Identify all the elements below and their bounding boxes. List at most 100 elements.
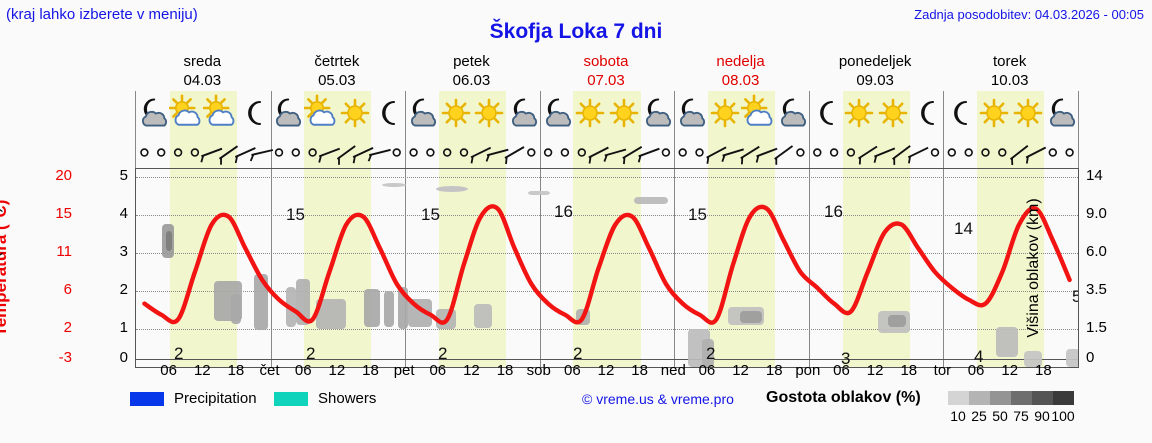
day-name: sreda bbox=[183, 53, 222, 70]
cloud-density-step bbox=[990, 391, 1011, 405]
sun-icon bbox=[607, 93, 641, 137]
day-separator bbox=[943, 91, 945, 139]
precipitation-tick-1: 4 bbox=[119, 205, 128, 222]
page-title: Škofja Loka 7 dni bbox=[489, 20, 663, 43]
showers-swatch bbox=[274, 392, 308, 406]
day-name: torek bbox=[993, 53, 1027, 70]
gridline-horizontal bbox=[136, 177, 1078, 178]
cloud-density-colorbar bbox=[948, 391, 1074, 405]
time-tick-label: 12 bbox=[463, 362, 480, 379]
temperature-min-label: 2 bbox=[174, 344, 184, 363]
day-date: 06.03 bbox=[452, 72, 491, 89]
temperature-min-label: 2 bbox=[573, 344, 583, 363]
day-separator bbox=[808, 169, 810, 367]
precipitation-tick-3: 2 bbox=[119, 281, 128, 298]
day-separator bbox=[943, 169, 945, 367]
sun-icon bbox=[842, 93, 876, 137]
daylight-shade bbox=[707, 169, 776, 367]
sun-icon bbox=[708, 93, 742, 137]
day-date: 07.03 bbox=[587, 72, 625, 89]
moon-icon bbox=[910, 93, 944, 137]
day-separator bbox=[539, 169, 541, 367]
moon-cloud-icon bbox=[270, 93, 304, 137]
day-separator bbox=[405, 139, 407, 168]
temperature-max-label: 15 bbox=[688, 205, 707, 224]
cloud-height-tick-0: 14 bbox=[1086, 167, 1103, 184]
time-tick-label: 12 bbox=[597, 362, 615, 379]
temperature-tick-0: 20 bbox=[55, 167, 72, 184]
moon-cloud-icon bbox=[405, 93, 439, 137]
sun-icon bbox=[472, 93, 506, 137]
sun-icon bbox=[876, 93, 910, 137]
time-tick-label: 18 bbox=[362, 362, 379, 379]
cloud-density-value: 90 bbox=[1034, 408, 1050, 424]
temperature-max-label: 16 bbox=[554, 202, 573, 221]
day-separator bbox=[405, 91, 407, 139]
day-separator bbox=[808, 91, 810, 139]
time-tick-label: sob bbox=[526, 362, 551, 379]
day-name: sobota bbox=[583, 53, 629, 70]
cloud-density-step bbox=[1053, 391, 1074, 405]
wind-barb-row bbox=[135, 139, 1079, 168]
daylight-shade bbox=[304, 169, 372, 367]
cloud-density-value: 50 bbox=[992, 408, 1008, 424]
time-tick-label: 06 bbox=[833, 362, 850, 379]
moon-icon bbox=[809, 93, 843, 137]
day-header-04.03: sreda 04.03 bbox=[135, 52, 270, 90]
temperature-min-label: 3 bbox=[841, 349, 851, 368]
temperature-min-label: 2 bbox=[438, 344, 448, 363]
time-tick-label: pet bbox=[393, 362, 415, 379]
time-tick-label: 18 bbox=[227, 362, 245, 379]
time-tick-label: ned bbox=[660, 362, 686, 379]
day-date: 10.03 bbox=[990, 72, 1029, 89]
cloud-density-step bbox=[1011, 391, 1032, 405]
daylight-shade bbox=[169, 169, 237, 367]
sun-cloud-icon bbox=[169, 93, 203, 137]
day-date: 04.03 bbox=[183, 72, 222, 89]
moon-cloud-icon bbox=[640, 93, 674, 137]
day-separator bbox=[270, 169, 272, 367]
chart-legend: Precipitation Showers © vreme.us & vreme… bbox=[0, 386, 1152, 436]
time-tick-label: 06 bbox=[967, 362, 985, 379]
moon-cloud-icon bbox=[775, 93, 809, 137]
time-tick-label: 18 bbox=[496, 362, 514, 379]
sun-icon bbox=[338, 93, 372, 137]
day-header-06.03: petek 06.03 bbox=[404, 52, 539, 90]
cloud-height-tick-2: 6.0 bbox=[1086, 243, 1107, 260]
gridline-horizontal bbox=[136, 253, 1078, 254]
gridline-horizontal bbox=[136, 215, 1078, 216]
moon-cloud-icon bbox=[1044, 93, 1078, 137]
temperature-min-label: 2 bbox=[706, 344, 716, 363]
time-tick-label: 12 bbox=[866, 362, 884, 379]
time-tick-label: 18 bbox=[900, 362, 918, 379]
time-tick-label: 06 bbox=[564, 362, 581, 379]
gridline-horizontal bbox=[136, 291, 1078, 292]
sun-icon bbox=[573, 93, 607, 137]
precipitation-tick-4: 1 bbox=[119, 319, 128, 336]
moon-icon bbox=[371, 93, 405, 137]
temperature-tick-1: 15 bbox=[55, 205, 72, 222]
temperature-tick-2: 11 bbox=[56, 243, 72, 260]
gridline-horizontal bbox=[136, 329, 1078, 330]
day-separator bbox=[539, 91, 541, 139]
weather-icon-row bbox=[135, 91, 1079, 139]
day-header-08.03: nedelja 08.03 bbox=[673, 52, 808, 90]
temperature-max-label: 14 bbox=[954, 219, 973, 238]
forecast-plot-area: 2152152162152163144165 bbox=[135, 168, 1079, 368]
time-tick-label: tor bbox=[933, 362, 952, 379]
cloud-height-axis-title: Višina oblakov (km) bbox=[1025, 198, 1042, 338]
cloud-density-value: 75 bbox=[1013, 408, 1029, 424]
precipitation-tick-0: 5 bbox=[119, 167, 128, 184]
copyright-label[interactable]: © vreme.us & vreme.pro bbox=[582, 391, 734, 407]
temperature-edge-label: 5 bbox=[1072, 287, 1078, 307]
temperature-tick-5: -3 bbox=[58, 349, 72, 366]
precipitation-legend-label: Precipitation bbox=[174, 390, 257, 407]
time-tick-label: 12 bbox=[732, 362, 749, 379]
day-name: ponedeljek bbox=[838, 53, 912, 70]
day-date: 09.03 bbox=[856, 72, 894, 89]
moon-cloud-icon bbox=[136, 93, 170, 137]
temperature-tick-3: 6 bbox=[63, 281, 72, 298]
day-header-09.03: ponedeljek 09.03 bbox=[808, 52, 943, 90]
plot-overlay bbox=[142, 183, 1078, 367]
